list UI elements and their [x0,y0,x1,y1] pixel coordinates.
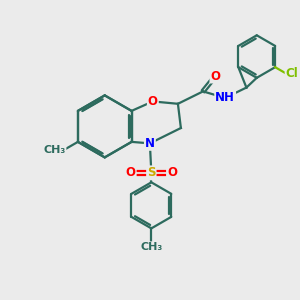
Text: S: S [147,167,156,179]
Text: Cl: Cl [286,67,298,80]
Text: O: O [126,167,136,179]
Text: NH: NH [215,92,235,104]
Text: O: O [148,95,158,108]
Text: CH₃: CH₃ [43,145,65,155]
Text: CH₃: CH₃ [140,242,163,252]
Text: O: O [167,167,177,179]
Text: O: O [210,70,220,83]
Text: N: N [145,137,155,150]
